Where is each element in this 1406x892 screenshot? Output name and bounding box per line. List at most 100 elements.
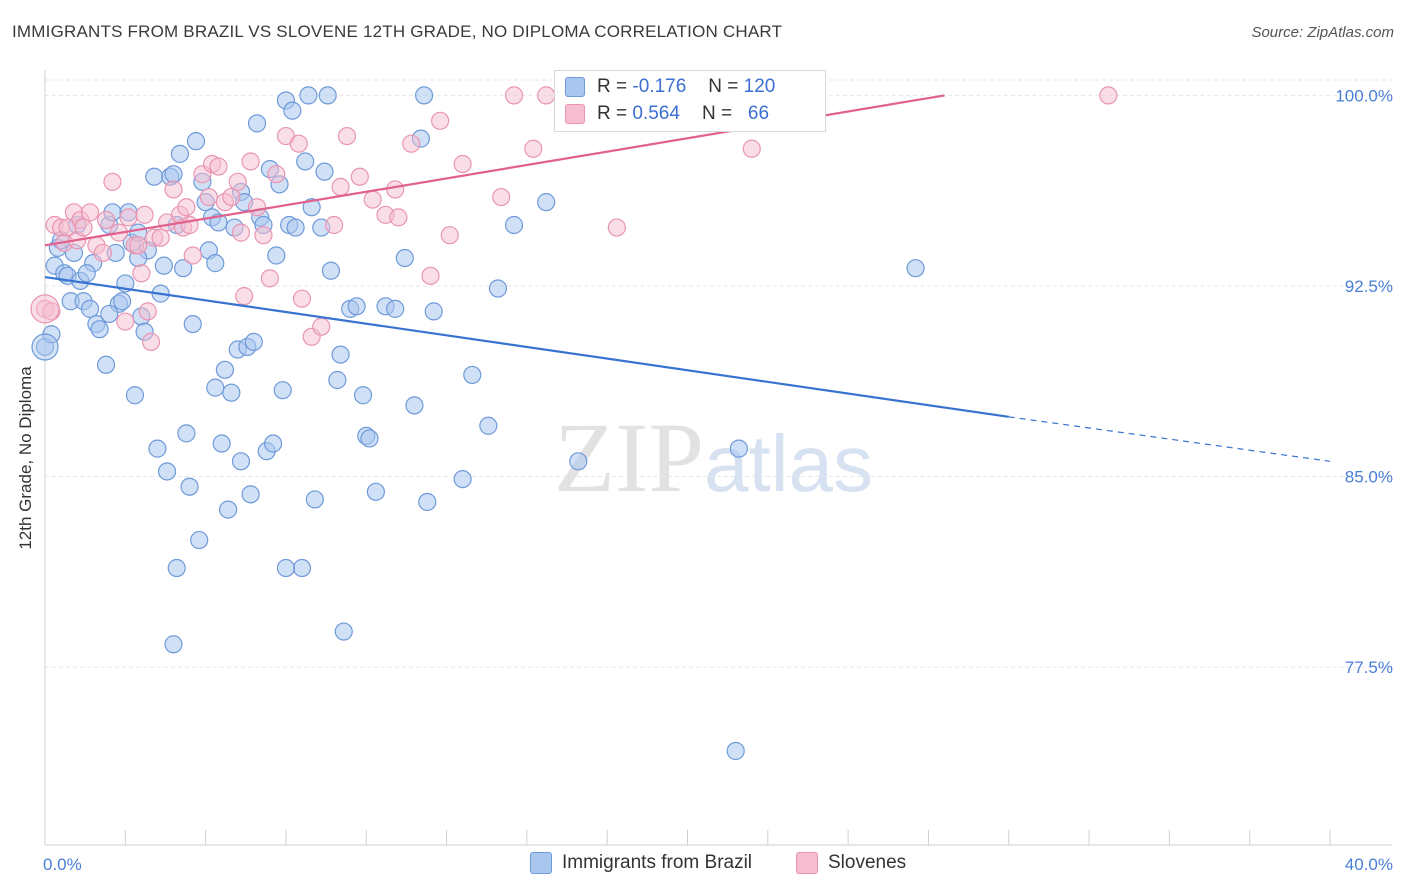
data-point-brazil: [488, 279, 508, 298]
data-point-brazil: [263, 434, 283, 453]
data-point-brazil: [386, 299, 405, 318]
data-point-slovenes: [337, 126, 357, 146]
data-point-brazil: [164, 165, 183, 184]
data-point-brazil: [299, 86, 318, 105]
trend-lines: [44, 94, 1331, 462]
data-point-slovenes: [141, 332, 161, 351]
data-point-brazil: [463, 365, 482, 385]
data-point-slovenes: [228, 172, 247, 191]
legend-r-value: 0.564: [632, 103, 680, 124]
data-point-slovenes: [289, 134, 308, 153]
data-point-slovenes: [1099, 86, 1118, 105]
data-point-brazil: [215, 360, 234, 379]
data-point-slovenes: [96, 210, 116, 230]
data-point-brazil: [90, 320, 109, 339]
data-point-brazil: [31, 333, 59, 361]
data-point-slovenes: [116, 312, 135, 331]
data-point-slovenes: [363, 190, 382, 209]
data-point-slovenes: [103, 172, 122, 191]
data-point-brazil: [305, 490, 324, 509]
data-point-brazil: [231, 452, 251, 471]
legend-r-label: R =: [597, 103, 628, 124]
data-point-brazil: [424, 302, 443, 321]
data-point-slovenes: [235, 287, 254, 306]
data-point-slovenes: [537, 86, 556, 105]
data-point-brazil: [418, 492, 437, 512]
data-point-slovenes: [267, 165, 286, 184]
data-point-brazil: [318, 86, 337, 105]
data-point-brazil: [244, 332, 263, 351]
data-point-slovenes: [231, 223, 251, 242]
data-point-brazil: [180, 477, 199, 496]
chart-title: IMMIGRANTS FROM BRAZIL VS SLOVENE 12TH G…: [12, 22, 783, 41]
data-point-brazil: [170, 144, 190, 163]
data-point-brazil: [247, 114, 267, 133]
data-point-slovenes: [138, 302, 157, 321]
data-point-brazil: [154, 256, 173, 275]
data-point-slovenes: [93, 243, 112, 263]
data-point-slovenes: [80, 203, 100, 222]
data-point-brazil: [80, 299, 100, 318]
legend-row-brazil: R = -0.176 N = 120: [565, 75, 775, 99]
data-point-slovenes: [132, 264, 151, 283]
data-point-brazil: [286, 218, 305, 237]
data-point-slovenes: [504, 86, 524, 105]
data-point-slovenes: [350, 167, 369, 186]
data-point-slovenes: [453, 154, 472, 174]
data-point-brazil: [395, 248, 414, 268]
bottom-legend-slovenes: Slovenes: [796, 852, 906, 874]
data-point-brazil: [190, 530, 209, 550]
data-point-slovenes: [177, 198, 196, 217]
data-point-brazil: [726, 741, 745, 761]
y-tick-label: 85.0%: [1345, 468, 1393, 487]
legend-n-label: N =: [701, 103, 733, 124]
bottom-legend-label-slovenes: Slovenes: [828, 852, 907, 873]
data-point-slovenes: [331, 177, 350, 196]
data-point-brazil: [729, 439, 749, 458]
data-point-brazil: [296, 152, 315, 171]
legend-row-slovenes: R = 0.564 N = 66: [565, 102, 769, 126]
data-point-brazil: [453, 469, 472, 489]
legend-r-label: R =: [597, 76, 628, 97]
data-point-brazil: [321, 261, 341, 280]
data-point-brazil: [222, 383, 241, 402]
data-point-brazil: [292, 558, 312, 578]
data-point-slovenes: [524, 139, 543, 158]
data-point-slovenes: [74, 218, 93, 237]
data-point-brazil: [77, 264, 96, 283]
data-point-brazil: [186, 132, 206, 151]
data-point-slovenes: [402, 134, 421, 153]
y-tick-label: 92.5%: [1345, 277, 1393, 296]
data-point-brazil: [906, 259, 925, 278]
y-axis-label: 12th Grade, No Diploma: [16, 366, 35, 550]
legend-n-value: 120: [743, 76, 776, 97]
data-point-slovenes: [180, 215, 199, 235]
data-point-brazil: [267, 246, 286, 265]
data-point-brazil: [328, 370, 347, 390]
data-point-brazil: [164, 635, 183, 654]
legend-r-value: -0.176: [632, 76, 687, 97]
data-point-brazil: [366, 482, 385, 501]
data-point-brazil: [504, 215, 524, 235]
bottom-legend-label-brazil: Immigrants from Brazil: [562, 852, 753, 873]
data-point-brazil: [353, 386, 373, 405]
data-point-brazil: [174, 259, 193, 278]
data-point-slovenes: [607, 218, 626, 237]
data-point-slovenes: [129, 236, 148, 255]
data-point-brazil: [273, 381, 292, 400]
data-point-slovenes: [292, 289, 312, 308]
legend-swatch-slovenes: [565, 104, 585, 124]
data-point-slovenes: [247, 198, 267, 217]
watermark-atlas: atlas: [704, 419, 873, 508]
data-point-slovenes: [119, 208, 138, 227]
data-point-slovenes: [135, 205, 154, 224]
data-point-slovenes: [241, 152, 260, 171]
bottom-legend-swatch-brazil: [530, 852, 552, 874]
source-label: Source: ZipAtlas.com: [1251, 24, 1394, 41]
data-point-brazil: [206, 378, 225, 397]
data-point-slovenes: [312, 317, 331, 336]
data-point-slovenes: [742, 139, 761, 158]
bottom-legend-brazil: Immigrants from Brazil: [530, 852, 752, 874]
data-point-slovenes: [151, 228, 170, 247]
data-point-brazil: [569, 452, 588, 471]
